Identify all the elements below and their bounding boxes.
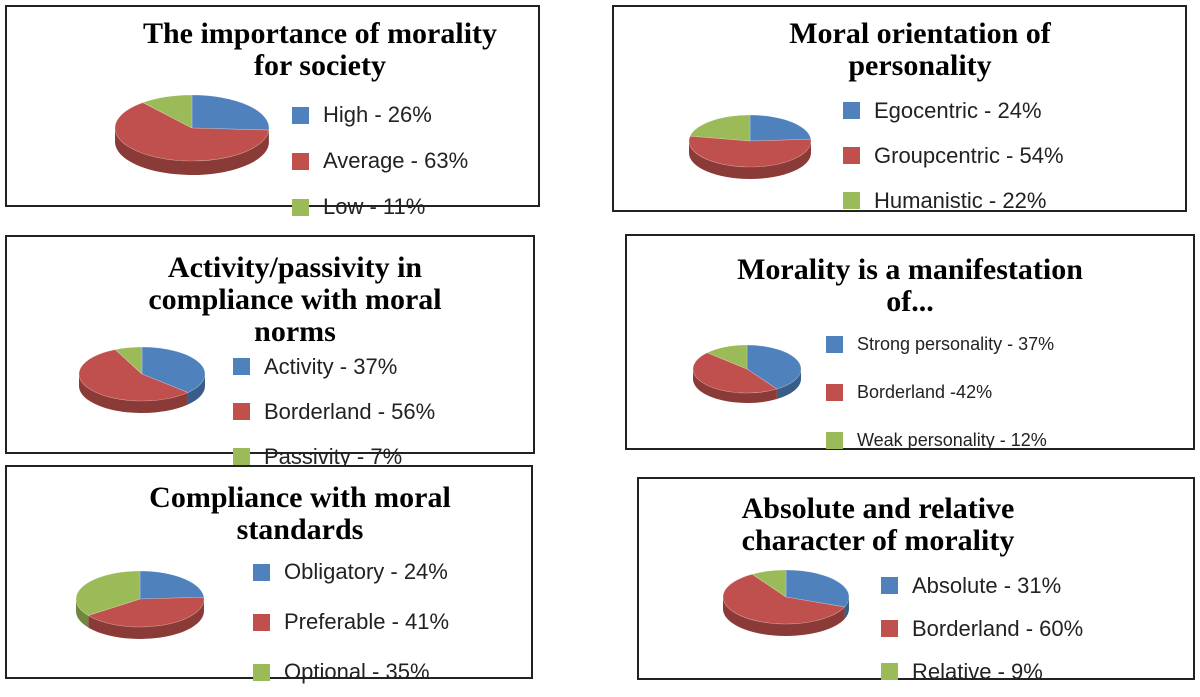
legend-swatch — [253, 614, 270, 631]
pie-chart — [685, 111, 815, 183]
legend-label: Average - 63% — [323, 148, 468, 174]
legend-swatch — [233, 358, 250, 375]
legend-label: Activity - 37% — [264, 354, 397, 380]
legend-item: Absolute - 31% — [881, 564, 1083, 607]
legend-item: Borderland -42% — [826, 368, 1054, 416]
legend-swatch — [843, 147, 860, 164]
legend-swatch — [826, 432, 843, 449]
chart-title-line: Activity/passivity in — [110, 252, 480, 284]
chart-title-line: of... — [710, 286, 1110, 318]
legend-item: Weak personality - 12% — [826, 416, 1054, 464]
legend-swatch — [843, 192, 860, 209]
legend-swatch — [881, 577, 898, 594]
legend-label: High - 26% — [323, 102, 432, 128]
pie-chart — [72, 567, 208, 643]
legend-label: Obligatory - 24% — [284, 559, 448, 585]
legend-swatch — [881, 663, 898, 680]
chart-title-line: Compliance with moral — [110, 482, 490, 514]
legend-swatch — [881, 620, 898, 637]
legend-label: Preferable - 41% — [284, 609, 449, 635]
legend-label: Borderland -42% — [857, 382, 992, 403]
legend-item: Egocentric - 24% — [843, 88, 1064, 133]
legend-item: Average - 63% — [292, 138, 468, 184]
legend-item: Groupcentric - 54% — [843, 133, 1064, 178]
legend-label: Optional - 35% — [284, 659, 430, 685]
chart-legend: Activity - 37%Borderland - 56%Passivity … — [233, 344, 435, 479]
pie-slice-high — [192, 95, 269, 130]
chart-legend: Egocentric - 24% Groupcentric - 54% Humani… — [843, 88, 1064, 223]
legend-label: Humanistic - 22% — [874, 188, 1046, 214]
pie-slice-humanistic — [690, 115, 750, 141]
pie-chart — [111, 91, 273, 179]
chart-title-line: The importance of morality — [110, 18, 530, 50]
chart-title-line: standards — [110, 514, 490, 546]
legend-item: Obligatory - 24% — [253, 547, 449, 597]
pie-slice-egocentric — [750, 115, 811, 141]
legend-label: Egocentric - 24% — [874, 98, 1042, 124]
legend-swatch — [233, 448, 250, 465]
chart-title-line: for society — [110, 50, 530, 82]
legend-swatch — [233, 403, 250, 420]
legend-label: Groupcentric - 54% — [874, 143, 1064, 169]
legend-item: Humanistic - 22% — [843, 178, 1064, 223]
legend-swatch — [826, 384, 843, 401]
legend-swatch — [826, 336, 843, 353]
chart-legend: Absolute - 31% Borderland - 60% Relative -… — [881, 564, 1083, 693]
chart-legend: High - 26% Average - 63% Low - 11% — [292, 92, 468, 230]
chart-legend: Obligatory - 24% Preferable - 41% Optional… — [253, 547, 449, 697]
legend-item: Borderland - 56% — [233, 389, 435, 434]
legend-label: Weak personality - 12% — [857, 430, 1047, 451]
legend-item: Low - 11% — [292, 184, 468, 230]
legend-item: Strong personality - 37% — [826, 320, 1054, 368]
legend-item: High - 26% — [292, 92, 468, 138]
legend-swatch — [292, 153, 309, 170]
legend-item: Activity - 37% — [233, 344, 435, 389]
legend-swatch — [292, 107, 309, 124]
chart-title-line: Moral orientation of — [710, 18, 1130, 50]
chart-title-line: Absolute and relative — [718, 493, 1038, 525]
legend-label: Strong personality - 37% — [857, 334, 1054, 355]
legend-swatch — [292, 199, 309, 216]
chart-legend: Strong personality - 37% Borderland -42% W… — [826, 320, 1054, 464]
legend-swatch — [253, 664, 270, 681]
chart-title-line: Morality is a manifestation — [710, 254, 1110, 286]
pie-chart — [719, 566, 853, 640]
legend-label: Low - 11% — [323, 194, 425, 220]
legend-label: Absolute - 31% — [912, 573, 1061, 599]
pie-slice-obligatory — [140, 571, 204, 599]
chart-title-line: personality — [710, 50, 1130, 82]
legend-label: Borderland - 56% — [264, 399, 435, 425]
legend-item: Relative - 9% — [881, 650, 1083, 693]
legend-label: Borderland - 60% — [912, 616, 1083, 642]
pie-chart — [689, 341, 805, 407]
chart-title-line: compliance with moral — [110, 284, 480, 316]
legend-item: Optional - 35% — [253, 647, 449, 697]
legend-swatch — [253, 564, 270, 581]
legend-item: Preferable - 41% — [253, 597, 449, 647]
chart-title-line: character of morality — [718, 525, 1038, 557]
pie-chart — [75, 343, 209, 417]
legend-label: Relative - 9% — [912, 659, 1043, 685]
legend-item: Borderland - 60% — [881, 607, 1083, 650]
legend-swatch — [843, 102, 860, 119]
